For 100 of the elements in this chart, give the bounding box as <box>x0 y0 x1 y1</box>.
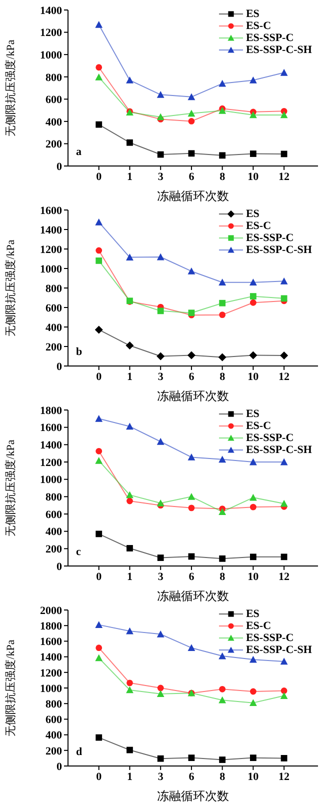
point <box>280 500 288 507</box>
x-tick-label: 0 <box>96 570 102 583</box>
x-tick-label: 10 <box>248 370 260 383</box>
y-tick-label: 1400 <box>40 224 62 236</box>
x-tick-label: 10 <box>248 770 260 783</box>
point <box>280 295 288 302</box>
y-tick-label: 0 <box>56 760 62 773</box>
legend-label: ES-SSP-C <box>246 632 294 644</box>
point <box>280 554 288 560</box>
point <box>188 93 196 100</box>
y-tick-label: 1600 <box>40 636 62 648</box>
point <box>280 68 288 76</box>
point <box>280 658 288 665</box>
point <box>96 247 102 254</box>
point <box>188 454 196 460</box>
point <box>126 498 133 504</box>
y-axis-title: 无侧限抗压强度/kPa <box>4 40 17 136</box>
point <box>280 111 288 118</box>
point <box>280 351 288 360</box>
point <box>249 76 257 84</box>
y-tick-label: 1600 <box>40 422 62 434</box>
point <box>218 353 226 362</box>
point <box>250 688 256 695</box>
point <box>156 630 164 638</box>
y-tick-label: 0 <box>56 560 62 573</box>
x-axis-title: 冻融循环次数 <box>157 389 229 403</box>
point <box>280 692 288 699</box>
x-axis-title: 冻融循环次数 <box>157 789 229 803</box>
point <box>95 218 103 226</box>
annotation: a <box>76 146 82 158</box>
point <box>187 351 196 360</box>
y-tick-label: 800 <box>46 698 62 711</box>
x-tick-label: 6 <box>188 370 195 383</box>
point <box>249 656 257 663</box>
legend-label: ES-SSP-C-SH <box>246 444 312 456</box>
point <box>157 151 164 158</box>
point <box>188 268 196 274</box>
y-tick-label: 1600 <box>40 204 62 217</box>
x-tick-label: 12 <box>278 770 290 783</box>
y-tick-label: 1200 <box>40 244 62 256</box>
point <box>156 352 165 360</box>
point <box>250 754 256 762</box>
point <box>188 504 195 512</box>
point <box>157 755 164 762</box>
x-tick-label: 12 <box>278 570 290 583</box>
y-tick-label: 1400 <box>40 652 62 664</box>
point <box>126 254 134 260</box>
y-tick-label: 800 <box>46 282 62 295</box>
legend-label: ES-C <box>246 420 272 432</box>
point <box>250 554 256 560</box>
point <box>250 150 256 157</box>
point <box>157 684 164 692</box>
y-tick-label: 2000 <box>40 604 62 617</box>
point <box>96 734 102 741</box>
point <box>156 499 164 506</box>
legend-label: ES <box>246 408 260 420</box>
y-tick-label: 400 <box>46 730 62 742</box>
point <box>280 458 288 466</box>
x-tick-label: 3 <box>158 770 164 783</box>
x-tick-label: 0 <box>96 770 102 783</box>
point <box>157 308 164 314</box>
x-tick-label: 3 <box>158 170 164 183</box>
point <box>249 278 257 286</box>
x-tick-label: 1 <box>126 570 132 583</box>
point <box>126 680 133 686</box>
y-tick-label: 200 <box>46 544 62 556</box>
point <box>126 139 133 146</box>
legend-label: ES <box>246 8 260 20</box>
point <box>156 253 164 260</box>
y-tick-label: 1000 <box>40 263 62 276</box>
y-tick-label: 0 <box>56 360 62 373</box>
point <box>188 110 196 117</box>
point <box>188 644 196 652</box>
point <box>156 113 164 120</box>
point <box>218 652 226 660</box>
legend-label: ES-C <box>246 20 272 32</box>
x-tick-label: 8 <box>220 370 226 383</box>
annotation: c <box>76 546 81 558</box>
annotation: d <box>76 746 82 758</box>
legend-label: ES-SSP-C-SH <box>246 644 312 656</box>
point <box>250 293 256 300</box>
y-tick-label: 200 <box>46 745 62 758</box>
point <box>218 80 226 87</box>
point <box>94 326 103 334</box>
point <box>250 299 256 306</box>
point <box>249 111 257 118</box>
x-tick-label: 12 <box>278 370 290 383</box>
x-axis-title: 冻融循环次数 <box>157 589 229 603</box>
x-axis-title: 冻融循环次数 <box>157 189 229 203</box>
y-tick-label: 1800 <box>40 404 62 417</box>
point <box>126 342 134 350</box>
y-tick-label: 600 <box>46 714 62 726</box>
point <box>126 627 134 634</box>
point <box>280 277 288 284</box>
x-tick-label: 1 <box>126 170 132 183</box>
y-tick-label: 200 <box>46 138 62 151</box>
point <box>219 312 226 318</box>
point <box>249 494 257 501</box>
point <box>126 76 134 84</box>
point <box>96 64 102 71</box>
